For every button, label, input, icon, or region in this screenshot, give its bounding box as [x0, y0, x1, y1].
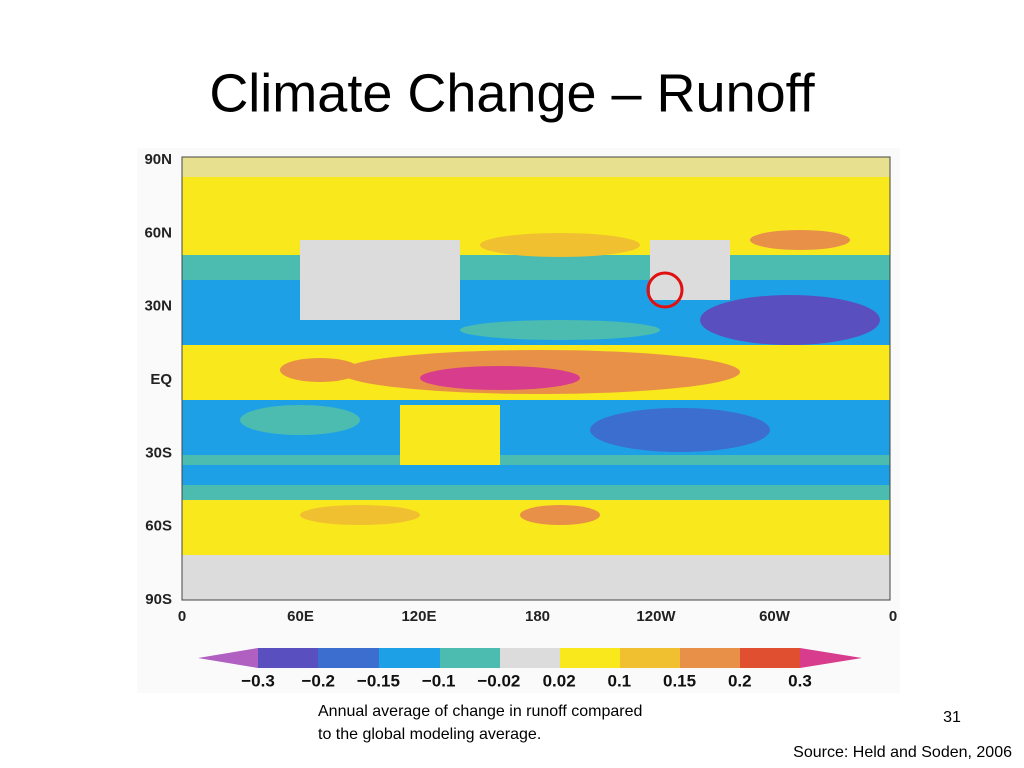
lon-label: 180: [525, 608, 550, 625]
lat-label: 90S: [145, 591, 172, 608]
slide-title: Climate Change – Runoff: [209, 63, 815, 123]
lat-label: 60N: [144, 224, 172, 241]
colorbar-label: −0.3: [241, 671, 275, 690]
colorbar-label: 0.2: [728, 671, 752, 690]
lon-label: 120W: [636, 608, 676, 625]
colorbar-label: −0.15: [357, 671, 400, 690]
lon-label: 60E: [287, 608, 314, 625]
colorbar-label: −0.1: [422, 671, 456, 690]
lat-label: 90N: [144, 151, 172, 168]
colorbar-label: 0.3: [788, 671, 812, 690]
colorbar-label: 0.1: [608, 671, 632, 690]
highlight-circle: [646, 271, 684, 309]
lat-label: 30N: [144, 298, 172, 315]
colorbar-label: −0.02: [477, 671, 520, 690]
lon-label: 0: [889, 608, 897, 625]
caption-line: to the global modeling average.: [318, 726, 541, 743]
colorbar-label: −0.2: [301, 671, 335, 690]
page-number: 31: [943, 709, 961, 726]
runoff-map: [182, 157, 890, 600]
lon-label: 120E: [401, 608, 436, 625]
caption-line: Annual average of change in runoff compa…: [318, 703, 642, 720]
lat-label: 60S: [145, 518, 172, 535]
lat-label: 30S: [145, 444, 172, 461]
colorbar-label: 0.15: [663, 671, 696, 690]
lon-label: 60W: [759, 608, 791, 625]
lon-label: 0: [178, 608, 186, 625]
colorbar: [198, 648, 862, 668]
colorbar-label: 0.02: [543, 671, 576, 690]
lat-label: EQ: [150, 371, 172, 388]
source: Source: Held and Soden, 2006: [793, 744, 1012, 761]
map-frame: [181, 156, 891, 601]
map-figure: [137, 148, 900, 693]
